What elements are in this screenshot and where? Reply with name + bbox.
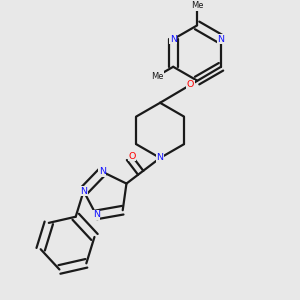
Text: N: N	[80, 187, 87, 196]
Text: N: N	[157, 154, 164, 163]
Text: O: O	[187, 80, 194, 89]
Text: N: N	[93, 210, 100, 219]
Text: Me: Me	[191, 2, 203, 10]
Text: N: N	[170, 35, 177, 44]
Text: O: O	[128, 152, 136, 160]
Text: N: N	[99, 167, 106, 176]
Text: N: N	[218, 35, 224, 44]
Text: Me: Me	[151, 71, 164, 80]
